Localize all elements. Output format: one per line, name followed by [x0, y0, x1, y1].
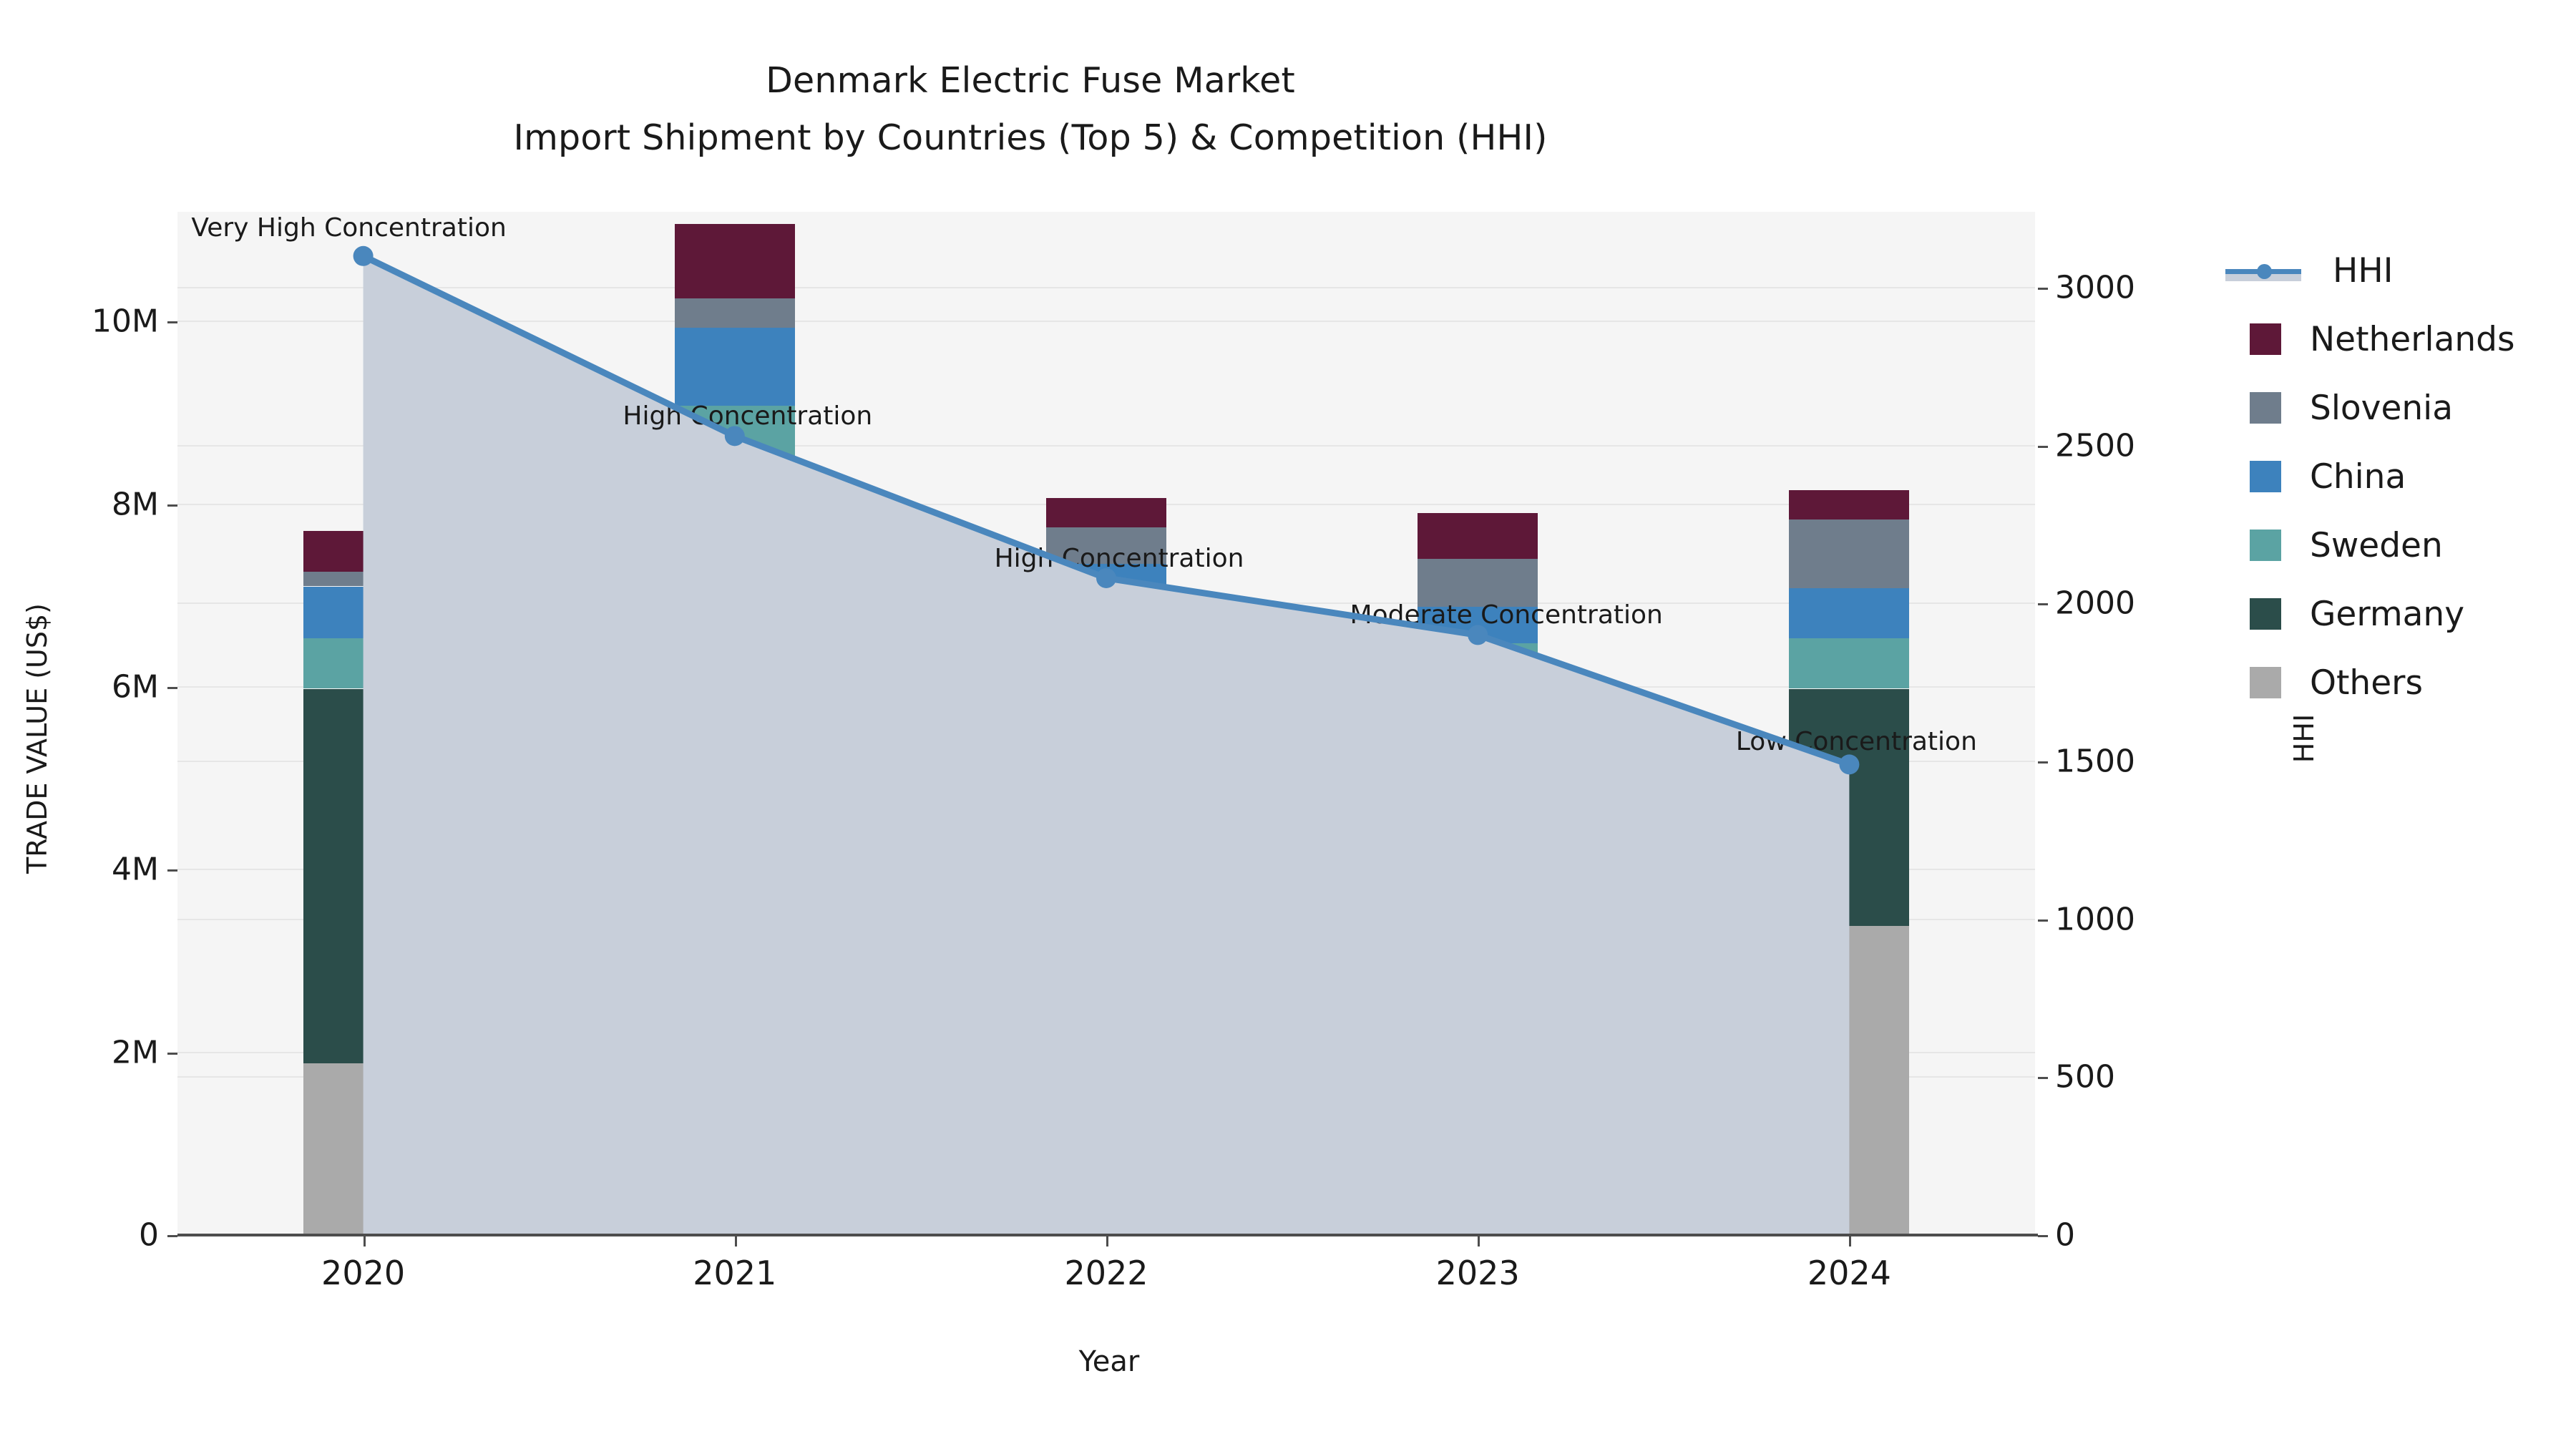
bar-segment-netherlands[interactable]	[1789, 490, 1910, 520]
legend-item-netherlands[interactable]: Netherlands	[2225, 305, 2562, 374]
bar-segment-slovenia[interactable]	[1418, 559, 1538, 607]
hhi-marker[interactable]	[353, 245, 374, 266]
y-left-tick-label: 2M	[112, 1034, 159, 1071]
bar-segment-slovenia[interactable]	[674, 298, 795, 328]
y-axis-left-title: TRADE VALUE (US$)	[21, 603, 53, 874]
y-left-tick-label: 4M	[112, 851, 159, 888]
legend-label: Others	[2310, 663, 2423, 703]
x-tick-label: 2023	[1435, 1254, 1520, 1292]
y-left-tick-label: 0	[139, 1216, 159, 1254]
legend-item-germany[interactable]: Germany	[2225, 580, 2562, 648]
y-left-tick-mark	[167, 1052, 177, 1055]
bar-segment-china[interactable]	[1789, 588, 1910, 639]
hhi-marker[interactable]	[1839, 754, 1860, 775]
y-right-tick-mark	[2038, 445, 2048, 448]
y-right-tick-label: 500	[2055, 1058, 2115, 1096]
gridline	[177, 321, 2035, 323]
hhi-annotation: High Concentration	[623, 401, 873, 431]
y-left-tick-label: 6M	[112, 668, 159, 706]
legend-line-dot-icon	[2257, 264, 2272, 279]
legend-item-hhi[interactable]: HHI	[2225, 236, 2562, 305]
y-right-tick-label: 2000	[2055, 585, 2135, 622]
chart-subtitle: Import Shipment by Countries (Top 5) & C…	[513, 117, 1548, 159]
y-right-tick-mark	[2038, 919, 2048, 922]
legend-line-marker-icon	[2225, 255, 2301, 286]
y-right-tick-mark	[2038, 287, 2048, 290]
y-left-tick-mark	[167, 504, 177, 507]
gridline	[177, 444, 2035, 447]
legend-item-others[interactable]: Others	[2225, 648, 2562, 717]
y-right-tick-label: 1500	[2055, 743, 2135, 780]
x-tick-label: 2022	[1064, 1254, 1148, 1292]
legend-swatch-icon	[2250, 461, 2281, 492]
legend-item-slovenia[interactable]: Slovenia	[2225, 374, 2562, 442]
y-right-tick-label: 2500	[2055, 427, 2135, 464]
hhi-marker[interactable]	[1468, 625, 1488, 645]
gridline	[177, 286, 2035, 288]
legend-label: Sweden	[2310, 525, 2443, 565]
y-left-tick-mark	[167, 686, 177, 689]
bar-segment-china[interactable]	[674, 328, 795, 406]
hhi-line	[360, 253, 1853, 768]
y-left-tick-mark	[167, 869, 177, 872]
bar-segment-netherlands[interactable]	[674, 223, 795, 299]
hhi-marker[interactable]	[724, 426, 745, 447]
legend-label: Netherlands	[2310, 319, 2515, 359]
y-right-tick-label: 0	[2055, 1216, 2075, 1254]
plot-inner: Very High Concentration High Concentratio…	[177, 212, 2035, 1236]
legend-swatch-icon	[2250, 530, 2281, 561]
x-tick-label: 2024	[1807, 1254, 1891, 1292]
y-left-tick-mark	[167, 1235, 177, 1237]
bar-segment-netherlands[interactable]	[1418, 513, 1538, 560]
x-axis-title: Year	[1078, 1345, 1140, 1378]
legend-swatch-icon	[2250, 392, 2281, 424]
x-tick-mark	[363, 1235, 366, 1246]
y-left-tick-label: 8M	[112, 486, 159, 523]
legend-label: China	[2310, 457, 2406, 497]
x-tick-mark	[1106, 1235, 1108, 1246]
x-tick-mark	[734, 1235, 737, 1246]
y-left-tick-mark	[167, 321, 177, 324]
legend-item-sweden[interactable]: Sweden	[2225, 511, 2562, 580]
y-left-tick-label: 10M	[92, 303, 159, 340]
legend-label: Slovenia	[2310, 388, 2454, 428]
legend-swatch-icon	[2250, 667, 2281, 698]
y-right-tick-label: 3000	[2055, 269, 2135, 306]
bar-segment-netherlands[interactable]	[1046, 497, 1166, 527]
hhi-line-overlay	[363, 255, 1850, 1235]
y-right-tick-mark	[2038, 603, 2048, 606]
bar-segment-slovenia[interactable]	[1046, 527, 1166, 564]
hhi-line-top	[353, 245, 1860, 775]
legend-swatch-icon	[2250, 323, 2281, 355]
legend-item-china[interactable]: China	[2225, 442, 2562, 511]
y-right-tick-label: 1000	[2055, 901, 2135, 938]
y-right-tick-mark	[2038, 761, 2048, 763]
title-block: Denmark Electric Fuse Market Import Ship…	[0, 57, 2061, 162]
plot-area: Very High Concentration High Concentratio…	[177, 212, 2035, 1236]
legend-swatch-icon	[2250, 598, 2281, 630]
hhi-marker[interactable]	[1096, 567, 1116, 588]
bar-segment-slovenia[interactable]	[1789, 519, 1910, 589]
x-tick-mark	[1478, 1235, 1480, 1246]
legend-label: Germany	[2310, 594, 2465, 634]
hhi-area-fill	[363, 255, 1850, 1235]
x-tick-mark	[1849, 1235, 1852, 1246]
hhi-annotation: Very High Concentration	[191, 213, 507, 243]
x-tick-label: 2020	[321, 1254, 406, 1292]
y-right-tick-mark	[2038, 1077, 2048, 1080]
x-tick-label: 2021	[693, 1254, 777, 1292]
legend: HHI Netherlands Slovenia China Sweden Germany…	[2225, 236, 2562, 717]
bar-segment-sweden[interactable]	[1789, 638, 1910, 689]
page-title: Denmark Electric Fuse Market	[766, 60, 1295, 101]
y-right-tick-mark	[2038, 1235, 2048, 1237]
legend-label: HHI	[2333, 250, 2394, 291]
